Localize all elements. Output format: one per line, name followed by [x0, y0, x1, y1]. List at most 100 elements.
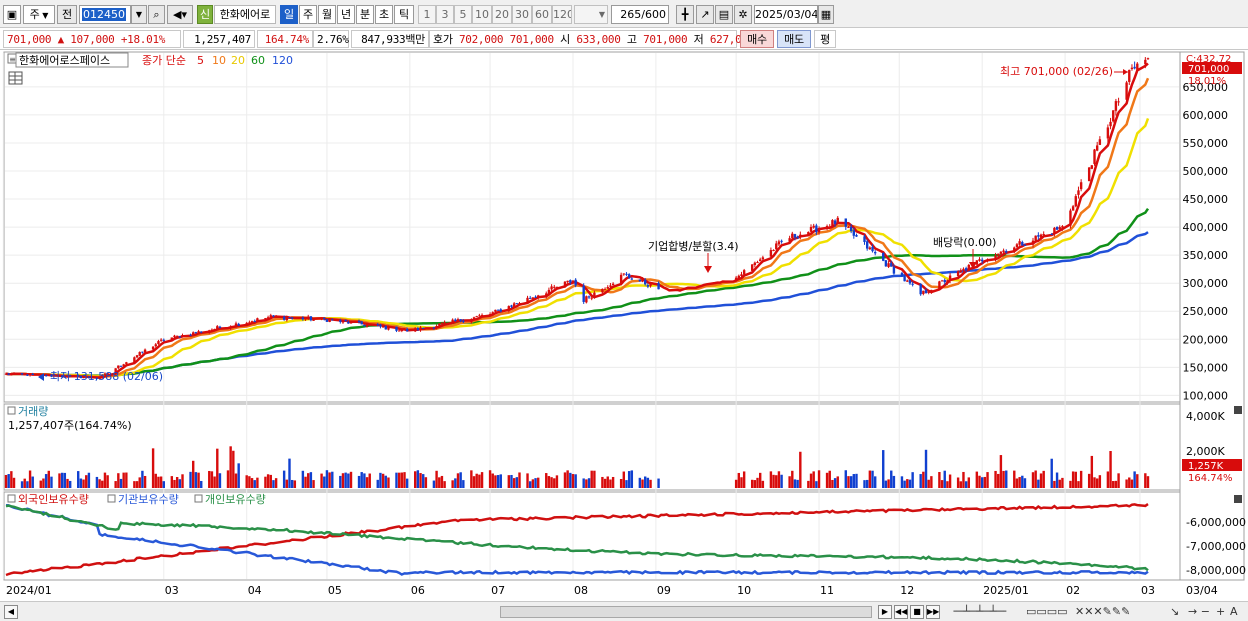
volume-bar	[849, 476, 853, 488]
interval-20[interactable]: 20	[492, 5, 512, 24]
price-ytick: 500,000	[1183, 165, 1229, 178]
candle-body	[1053, 227, 1056, 234]
volume-bar	[87, 472, 91, 488]
volume-title: 거래량	[18, 405, 48, 418]
volume-bar	[807, 480, 810, 488]
zoom-in-icon[interactable]: +	[1216, 605, 1226, 618]
period-month-tab[interactable]: 월	[318, 5, 336, 24]
candle-body	[1039, 234, 1043, 238]
volume-bar	[1039, 473, 1043, 488]
candle-body	[494, 309, 497, 312]
candle-body	[1074, 196, 1077, 207]
bid-label: 호가	[433, 33, 453, 46]
save-icon[interactable]: ▤	[715, 5, 733, 24]
sell-button[interactable]: 매도	[777, 30, 811, 48]
volume-close-icon[interactable]	[1234, 406, 1242, 414]
window-icon[interactable]: ▣	[3, 5, 21, 24]
chart-area[interactable]: 100,000 150,000 200,000 250,000 300,000 350,0…	[0, 51, 1248, 601]
candle-body	[927, 291, 930, 293]
drawing-tool-icon[interactable]: ↗	[696, 5, 714, 24]
interval-10[interactable]: 10	[472, 5, 492, 24]
interval-dropdown-icon[interactable]: ▼	[574, 5, 608, 24]
interval-60[interactable]: 60	[532, 5, 552, 24]
candle-body	[799, 234, 802, 238]
zoom-slider[interactable]: ╶─┴─┴─┴─╴	[950, 605, 1010, 618]
candle-body	[1095, 145, 1099, 151]
speaker-icon[interactable]: ◀▾	[167, 5, 193, 24]
volume-bar	[237, 463, 240, 488]
stop-button[interactable]: ■	[910, 605, 924, 619]
ma5-line	[5, 62, 1149, 379]
candle-body	[590, 297, 593, 299]
period-tick-tab[interactable]: 틱	[394, 5, 414, 24]
period-day-tab[interactable]: 일	[280, 5, 298, 24]
count-field[interactable]: 265/600	[611, 5, 669, 24]
candle-body	[256, 318, 259, 321]
candle-body	[625, 273, 628, 275]
stock-code-input[interactable]: 012450	[79, 5, 131, 24]
stock-chart[interactable]: 100,000 150,000 200,000 250,000 300,000 350,0…	[0, 51, 1248, 601]
volume-bar	[435, 470, 438, 488]
volume-toggle-icon[interactable]	[7, 406, 16, 415]
scroll-right-button[interactable]: ▶	[878, 605, 892, 619]
prev-button[interactable]: 전	[57, 5, 77, 24]
buy-button[interactable]: 매수	[740, 30, 774, 48]
candle-type-icon[interactable]: ╋	[676, 5, 694, 24]
tool-icons[interactable]: ✕✕✕✎✎✎	[1075, 605, 1131, 618]
eval-button[interactable]: 평	[814, 30, 836, 48]
volume-bar	[775, 475, 778, 488]
font-size-icon[interactable]: A	[1230, 605, 1238, 618]
period-second-tab[interactable]: 초	[375, 5, 393, 24]
volume-bar	[170, 476, 174, 488]
period-minute-tab[interactable]: 분	[356, 5, 374, 24]
search-icon[interactable]: ⌕	[148, 5, 165, 24]
scroll-left-button[interactable]: ◀	[4, 605, 18, 619]
volume-bar	[978, 475, 981, 488]
candle-body	[986, 259, 989, 261]
candle-body	[347, 321, 350, 324]
candle-body	[422, 327, 425, 329]
period-week-tab[interactable]: 주	[299, 5, 317, 24]
volume-bar	[175, 477, 179, 488]
volume-bar	[365, 477, 369, 488]
candle-body	[919, 283, 922, 295]
volume-bar	[312, 480, 315, 488]
volume-bar	[740, 477, 743, 488]
volume-bar	[927, 479, 930, 488]
candle-body	[574, 279, 577, 286]
zoom-out-icon[interactable]: → −	[1188, 605, 1210, 618]
chart-scrollbar[interactable]: ◀ ▶ ◀◀ ■ ▶▶ ╶─┴─┴─┴─╴ ▭▭▭▭ ✕✕✕✎✎✎ ↘ → − …	[0, 601, 1248, 621]
candle-body	[997, 253, 1000, 256]
candle-body	[1021, 241, 1024, 246]
volume-bar	[419, 473, 422, 488]
candle-body	[874, 251, 877, 254]
volume-bar	[1037, 479, 1040, 488]
volume-bar	[890, 470, 893, 488]
date-input[interactable]: 2025/03/04	[754, 5, 818, 24]
interval-30[interactable]: 30	[512, 5, 532, 24]
candle-body	[510, 305, 513, 307]
crosshair-icon[interactable]: ↘	[1170, 605, 1180, 618]
volume-bar	[574, 474, 577, 488]
ma60-line	[5, 207, 1150, 377]
volume-bar	[1050, 458, 1053, 488]
scroll-last-button[interactable]: ▶▶	[926, 605, 940, 619]
interval-3[interactable]: 3	[436, 5, 454, 24]
period-year-tab[interactable]: 년	[337, 5, 355, 24]
scroll-thumb[interactable]	[500, 606, 872, 618]
interval-5[interactable]: 5	[454, 5, 472, 24]
calendar-icon[interactable]: ▦	[818, 5, 834, 24]
annotations: 최고 701,000 (02/26) 최저 131,588 (02/06) 기업…	[38, 65, 1128, 383]
scroll-first-button[interactable]: ◀◀	[894, 605, 908, 619]
holdings-toggle-icon[interactable]	[7, 494, 16, 503]
holdings-close-icon[interactable]	[1234, 495, 1242, 503]
volume-bar	[874, 476, 877, 488]
gear-icon[interactable]: ✲	[734, 5, 752, 24]
volume-bar	[216, 448, 219, 488]
layout-icons[interactable]: ▭▭▭▭	[1026, 605, 1068, 618]
interval-1[interactable]: 1	[418, 5, 436, 24]
interval-120[interactable]: 120	[552, 5, 572, 24]
volume-bar	[887, 479, 890, 488]
code-dropdown-icon[interactable]: ▼	[131, 5, 147, 24]
type-select[interactable]: 주 ▼	[23, 5, 55, 24]
